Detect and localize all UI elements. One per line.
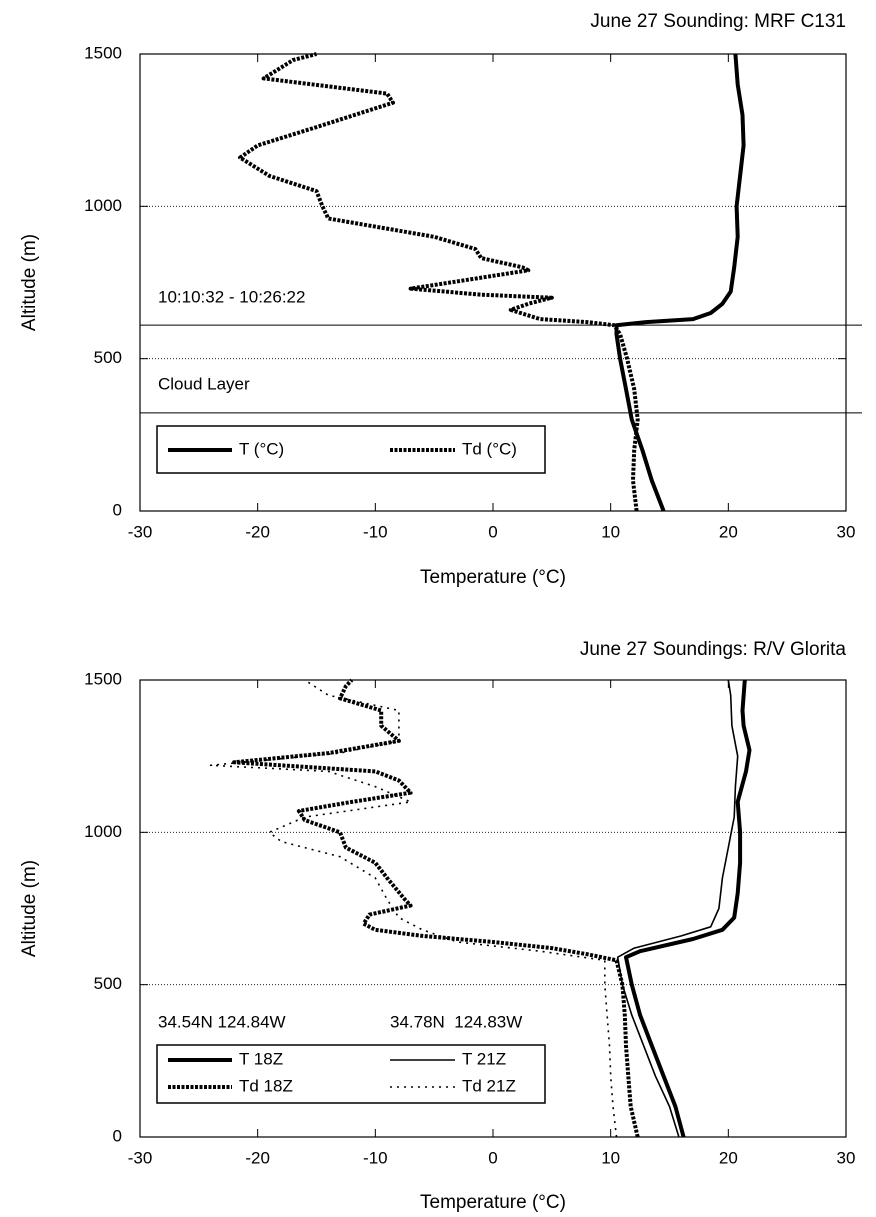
x-tick-label: -30 xyxy=(128,1148,153,1167)
y-tick-label: 1500 xyxy=(84,43,122,62)
chart: June 27 Soundings: R/V Glorita Temperatur… xyxy=(19,639,855,1213)
data-line xyxy=(624,679,752,1138)
x-tick-label: -20 xyxy=(245,522,270,541)
x-tick-label: -10 xyxy=(363,522,388,541)
chart-title: June 27 Soundings: R/V Glorita xyxy=(580,639,847,660)
y-tick-label: 1000 xyxy=(84,196,122,215)
data-line xyxy=(614,53,746,512)
legend-label: Td (°C) xyxy=(462,439,517,458)
legend-box xyxy=(156,1044,546,1104)
y-tick-label: 500 xyxy=(94,974,122,993)
data-line xyxy=(209,679,618,1138)
y-tick-label: 0 xyxy=(113,500,122,519)
x-tick-label: 20 xyxy=(719,1148,738,1167)
plot-frame xyxy=(139,53,847,512)
y-tick-label: 1000 xyxy=(84,822,122,841)
data-line xyxy=(232,678,640,1138)
x-tick-label: 0 xyxy=(488,1148,497,1167)
annotation: 10:10:32 - 10:26:22 xyxy=(158,287,305,306)
y-tick-label: 500 xyxy=(94,348,122,367)
annotation: Cloud Layer xyxy=(158,374,250,393)
data-line xyxy=(616,679,739,1138)
y-tick-label: 1500 xyxy=(84,669,122,688)
x-tick-label: -30 xyxy=(128,522,153,541)
y-tick-label: 0 xyxy=(113,1126,122,1145)
x-tick-label: 10 xyxy=(601,522,620,541)
x-tick-label: -20 xyxy=(245,1148,270,1167)
x-tick-label: 30 xyxy=(837,522,856,541)
x-tick-label: -10 xyxy=(363,1148,388,1167)
data-line xyxy=(238,52,640,512)
legend-label: T 18Z xyxy=(239,1049,283,1068)
x-axis-label: Temperature (°C) xyxy=(420,1192,566,1213)
chart: June 27 Sounding: MRF C131 Temperature (°… xyxy=(19,11,862,588)
x-tick-label: 10 xyxy=(601,1148,620,1167)
x-axis-label: Temperature (°C) xyxy=(420,567,566,588)
annotation: 34.54N 124.84W xyxy=(158,1012,286,1031)
chart-title: June 27 Sounding: MRF C131 xyxy=(590,11,846,32)
y-axis-label: Altitude (m) xyxy=(19,234,40,331)
y-axis-label: Altitude (m) xyxy=(19,860,40,957)
legend-label: T (°C) xyxy=(239,439,284,458)
x-tick-label: 20 xyxy=(719,522,738,541)
plot-frame xyxy=(139,679,847,1138)
annotation: 34.78N 124.83W xyxy=(390,1012,522,1031)
legend-label: Td 18Z xyxy=(239,1076,293,1095)
legend-label: T 21Z xyxy=(462,1049,506,1068)
legend-label: Td 21Z xyxy=(462,1076,516,1095)
x-tick-label: 30 xyxy=(837,1148,856,1167)
x-tick-label: 0 xyxy=(488,522,497,541)
